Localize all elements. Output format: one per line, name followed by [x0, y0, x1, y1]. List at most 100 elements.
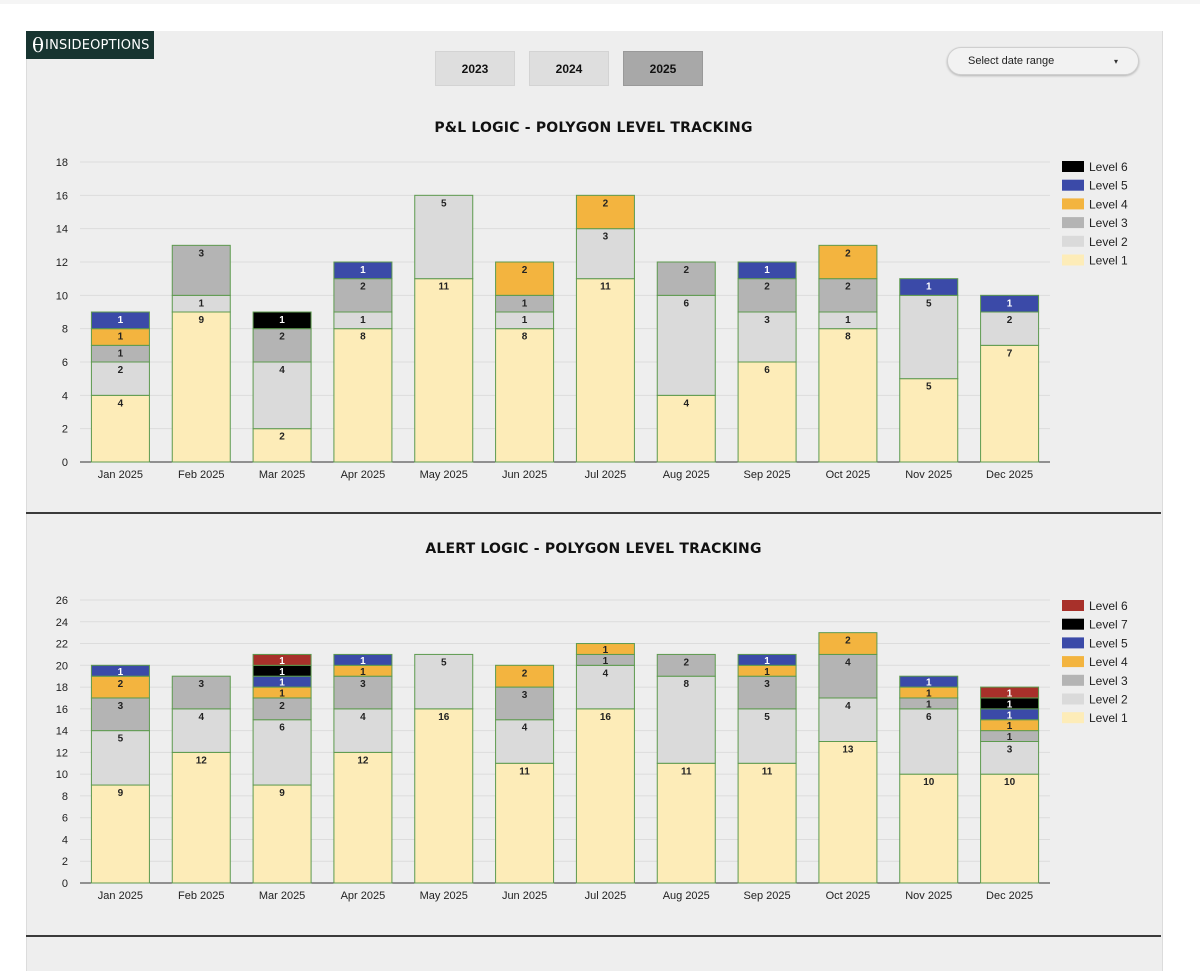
bar-segment-level-3[interactable]: [495, 686, 555, 721]
bar-segment-level-5[interactable]: [333, 653, 393, 666]
x-tick-label: Jul 2025: [585, 469, 627, 481]
bar-segment-level-2[interactable]: [495, 719, 555, 764]
year-button-2024[interactable]: 2024: [529, 51, 609, 86]
bar-segment-level-2[interactable]: [90, 730, 150, 786]
bar-segment-level-1[interactable]: [656, 394, 716, 463]
bar-segment-level-2[interactable]: [656, 294, 716, 396]
bar-segment-level-1[interactable]: [90, 784, 150, 884]
bar-segment-level-5[interactable]: [333, 261, 393, 280]
y-tick-label: 2: [62, 424, 68, 436]
bar-segment-level-1[interactable]: [818, 741, 878, 884]
data-label: 16: [438, 712, 450, 723]
data-label: 1: [603, 645, 609, 656]
bar-segment-level-2[interactable]: [575, 664, 635, 710]
legend-swatch-level-2: [1062, 235, 1084, 247]
bar-segment-level-6[interactable]: [980, 686, 1040, 699]
data-label: 4: [279, 365, 285, 376]
data-label: 5: [926, 382, 932, 393]
bar-segment-level-3[interactable]: [737, 278, 797, 313]
bar-segment-level-2[interactable]: [737, 311, 797, 363]
x-tick-label: Apr 2025: [341, 469, 386, 481]
data-label: 2: [845, 636, 851, 647]
bar-segment-level-1[interactable]: [414, 708, 474, 884]
data-label: 3: [118, 701, 124, 712]
bar-segment-level-5[interactable]: [737, 261, 797, 280]
bar-segment-level-1[interactable]: [575, 708, 635, 884]
bar-segment-level-1[interactable]: [980, 344, 1040, 463]
bar-segment-level-4[interactable]: [575, 194, 635, 230]
x-tick-label: Sep 2025: [744, 469, 791, 481]
bar-segment-level-1[interactable]: [737, 361, 797, 463]
data-label: 6: [926, 712, 932, 723]
bar-segment-level-6[interactable]: [252, 311, 312, 330]
data-label: 8: [845, 332, 851, 343]
bar-segment-level-4[interactable]: [495, 664, 555, 688]
bar-segment-level-6[interactable]: [252, 653, 312, 666]
data-label: 10: [923, 777, 935, 788]
data-label: 3: [198, 679, 204, 690]
date-range-selector[interactable]: Select date range ▾: [947, 47, 1139, 75]
legend-swatch-level-2: [1062, 693, 1084, 705]
bar-segment-level-5[interactable]: [90, 311, 150, 330]
x-tick-label: Mar 2025: [259, 890, 305, 902]
data-label: 1: [360, 656, 366, 667]
bar-segment-level-2[interactable]: [414, 194, 474, 280]
bar-segment-level-5[interactable]: [899, 675, 959, 688]
bar-segment-level-1[interactable]: [414, 278, 474, 463]
bar-segment-level-2[interactable]: [171, 708, 231, 753]
y-tick-label: 18: [56, 157, 68, 169]
bar-segment-level-3[interactable]: [171, 244, 231, 296]
bar-segment-level-1[interactable]: [980, 773, 1040, 884]
y-tick-label: 16: [56, 704, 68, 716]
bar-segment-level-1[interactable]: [899, 773, 959, 884]
bar-segment-level-1[interactable]: [495, 328, 555, 463]
bar-segment-level-2[interactable]: [333, 708, 393, 753]
bar-segment-level-3[interactable]: [818, 653, 878, 699]
bar-segment-level-2[interactable]: [414, 653, 474, 710]
year-button-2023[interactable]: 2023: [435, 51, 515, 86]
bar-segment-level-1[interactable]: [333, 751, 393, 884]
bar-segment-level-4[interactable]: [495, 261, 555, 296]
bar-segment-level-3[interactable]: [818, 278, 878, 313]
x-tick-label: Aug 2025: [663, 890, 710, 902]
bar-segment-level-1[interactable]: [252, 784, 312, 884]
bar-segment-level-2[interactable]: [656, 675, 716, 764]
bar-segment-level-2[interactable]: [980, 311, 1040, 346]
legend-label: Level 7: [1089, 618, 1128, 632]
bar-segment-level-5[interactable]: [899, 278, 959, 296]
bar-segment-level-5[interactable]: [90, 664, 150, 677]
alert-chart-title: ALERT LOGIC - POLYGON LEVEL TRACKING: [425, 541, 762, 557]
bar-segment-level-1[interactable]: [656, 762, 716, 884]
bar-segment-level-1[interactable]: [575, 278, 635, 463]
bar-segment-level-2[interactable]: [737, 708, 797, 764]
data-label: 1: [926, 678, 932, 689]
data-label: 4: [683, 398, 689, 409]
bar-segment-level-1[interactable]: [495, 762, 555, 884]
bar-segment-level-2[interactable]: [899, 294, 959, 380]
bar-segment-level-3[interactable]: [333, 278, 393, 313]
bar-segment-level-1[interactable]: [737, 762, 797, 884]
bar-segment-level-4[interactable]: [575, 643, 635, 655]
bar-segment-level-3[interactable]: [656, 653, 716, 677]
bar-segment-level-3[interactable]: [252, 328, 312, 363]
x-tick-label: Jan 2025: [98, 469, 143, 481]
data-label: 2: [279, 432, 285, 443]
bar-segment-level-4[interactable]: [818, 632, 878, 655]
bar-segment-level-5[interactable]: [980, 294, 1040, 313]
bar-segment-level-1[interactable]: [171, 751, 231, 884]
bar-segment-level-3[interactable]: [171, 675, 231, 710]
bar-segment-level-1[interactable]: [899, 378, 959, 463]
bar-segment-level-1[interactable]: [333, 328, 393, 463]
bar-segment-level-1[interactable]: [171, 311, 231, 463]
year-button-2025[interactable]: 2025: [623, 51, 703, 86]
bar-segment-level-1[interactable]: [252, 428, 312, 463]
bar-segment-level-4[interactable]: [818, 244, 878, 280]
bar-segment-level-3[interactable]: [737, 675, 797, 710]
bar-segment-level-3[interactable]: [656, 261, 716, 296]
x-tick-label: Jul 2025: [585, 890, 627, 902]
bar-segment-level-1[interactable]: [818, 328, 878, 463]
bar-segment-level-2[interactable]: [818, 697, 878, 742]
x-tick-label: Feb 2025: [178, 890, 224, 902]
bar-segment-level-5[interactable]: [737, 653, 797, 666]
bar-segment-level-2[interactable]: [252, 719, 312, 786]
